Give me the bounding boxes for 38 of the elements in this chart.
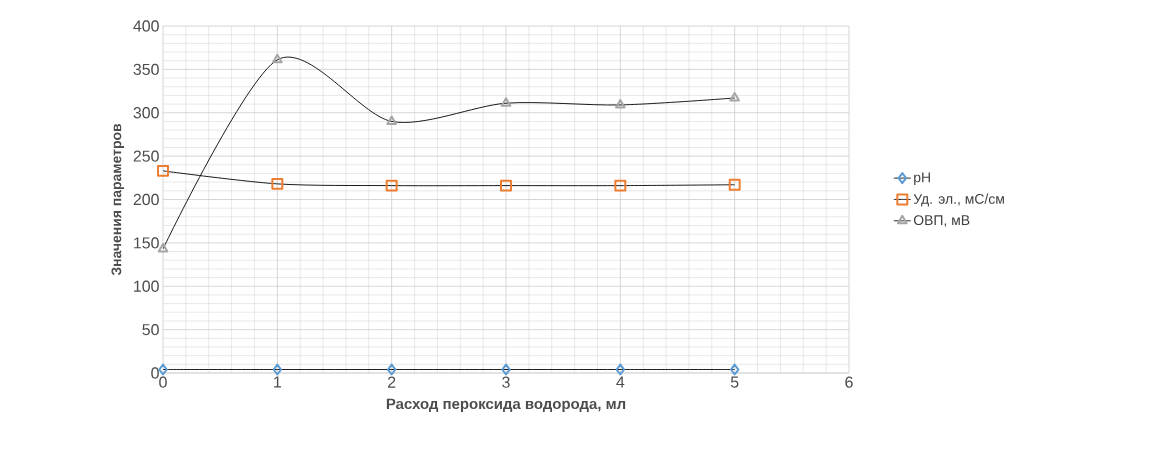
point [386, 115, 397, 125]
y-tick-label: 50 [142, 323, 159, 336]
point [728, 178, 741, 191]
x-tick-label: 6 [845, 376, 853, 388]
point [615, 98, 626, 109]
point [729, 92, 740, 102]
x-axis-title: Расход пероксида водорода, мл [386, 398, 626, 413]
point [501, 363, 511, 376]
x-tick-label: 1 [274, 376, 281, 388]
point [272, 363, 283, 376]
point [386, 363, 397, 376]
legend-label: Уд. эл., мС/см [913, 193, 1004, 207]
point [729, 363, 740, 376]
y-tick-label: 100 [134, 280, 159, 292]
x-tick-label: 3 [502, 376, 510, 388]
point [500, 179, 512, 192]
point [158, 363, 168, 376]
point [614, 179, 627, 192]
point [385, 179, 398, 192]
x-tick-label: 4 [616, 376, 625, 388]
x-tick-label: 0 [159, 376, 167, 388]
point [615, 363, 626, 376]
y-tick-label: 400 [133, 20, 159, 32]
y-tick-label: 0 [151, 367, 159, 379]
y-tick-label: 300 [133, 107, 159, 119]
legend-label: ОВП, мВ [913, 215, 970, 227]
y-tick-label: 350 [133, 63, 159, 76]
point [500, 97, 512, 107]
point [272, 53, 283, 64]
y-tick-label: 250 [133, 150, 159, 162]
x-tick-label: 5 [730, 376, 739, 388]
point [157, 164, 169, 177]
y-tick-label: 200 [133, 193, 159, 206]
x-tick-label: 2 [388, 376, 396, 388]
point [271, 177, 284, 190]
legend-label: pH [914, 172, 930, 186]
y-tick-label: 150 [134, 237, 159, 249]
y-axis-title: Значения параметров [111, 123, 125, 276]
